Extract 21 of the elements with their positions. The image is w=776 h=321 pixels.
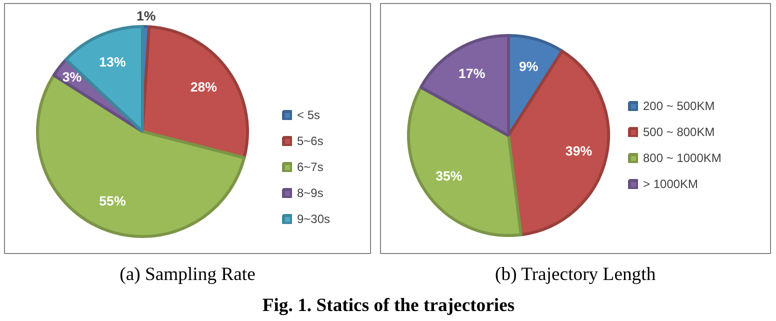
legend-label: 8~9s xyxy=(297,186,324,200)
text: (b) Trajectory Length xyxy=(495,264,656,285)
data-label: 28% xyxy=(190,80,218,95)
caption: Fig. 1. Statics of the trajectories xyxy=(262,295,515,316)
legend-label: 5~6s xyxy=(297,134,324,148)
legend-label: 800 ~ 1000KM xyxy=(643,151,722,165)
data-label: 9% xyxy=(518,58,538,74)
legend-label: 200 ~ 500KM xyxy=(643,99,715,113)
legend-label: 6~7s xyxy=(297,160,324,174)
data-label: 17% xyxy=(458,66,486,82)
data-label: 39% xyxy=(565,144,592,159)
legend-label: 9~30s xyxy=(297,212,330,226)
legend-label: < 5s xyxy=(297,108,320,122)
data-label: 1% xyxy=(136,8,156,24)
data-label: 3% xyxy=(62,69,82,84)
legend-label: > 1000KM xyxy=(643,177,698,191)
data-label: 35% xyxy=(436,168,462,184)
legend-label: 500 ~ 800KM xyxy=(643,125,715,139)
data-label: 13% xyxy=(99,54,126,70)
data-label: 55% xyxy=(99,193,126,208)
text: (a) Sampling Rate xyxy=(120,264,256,285)
